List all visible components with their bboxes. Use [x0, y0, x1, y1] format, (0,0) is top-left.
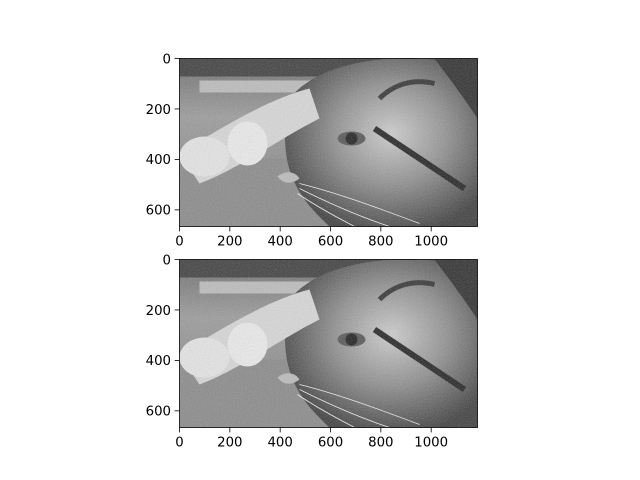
x-tick-label: 1000: [414, 436, 448, 451]
x-tick-label: 600: [318, 235, 343, 250]
y-tick-label: 600: [146, 204, 171, 219]
x-tick-label: 800: [368, 436, 393, 451]
x-tick-label: 0: [175, 235, 183, 250]
axes-frame: [179, 259, 478, 428]
x-tick-label: 400: [267, 235, 292, 250]
image-panel-2: [180, 259, 478, 427]
image-panel-1: [180, 58, 478, 226]
y-tick-label: 200: [146, 304, 171, 319]
x-tick-label: 200: [217, 235, 242, 250]
y-tick-label: 0: [163, 52, 171, 67]
x-tick-label: 800: [368, 235, 393, 250]
axes-frame: [179, 58, 478, 227]
y-tick-label: 400: [146, 153, 171, 168]
y-tick-label: 0: [163, 253, 171, 268]
y-tick-label: 400: [146, 354, 171, 369]
y-tick-label: 200: [146, 103, 171, 118]
x-tick-label: 1000: [414, 235, 448, 250]
y-tick-label: 600: [146, 405, 171, 420]
x-tick-label: 400: [267, 436, 292, 451]
x-tick-label: 600: [318, 436, 343, 451]
axes-1: 0 200 400 600 800 1000 0 200 400 600: [146, 52, 478, 250]
x-tick-label: 200: [217, 436, 242, 451]
axes-2: 0 200 400 600 800 1000 0 200 400 600: [146, 253, 478, 451]
x-tick-label: 0: [175, 436, 183, 451]
axes-group: 0 200 400 600 800 1000 0 200 400 600 0 200 400 600 800…: [146, 52, 478, 451]
